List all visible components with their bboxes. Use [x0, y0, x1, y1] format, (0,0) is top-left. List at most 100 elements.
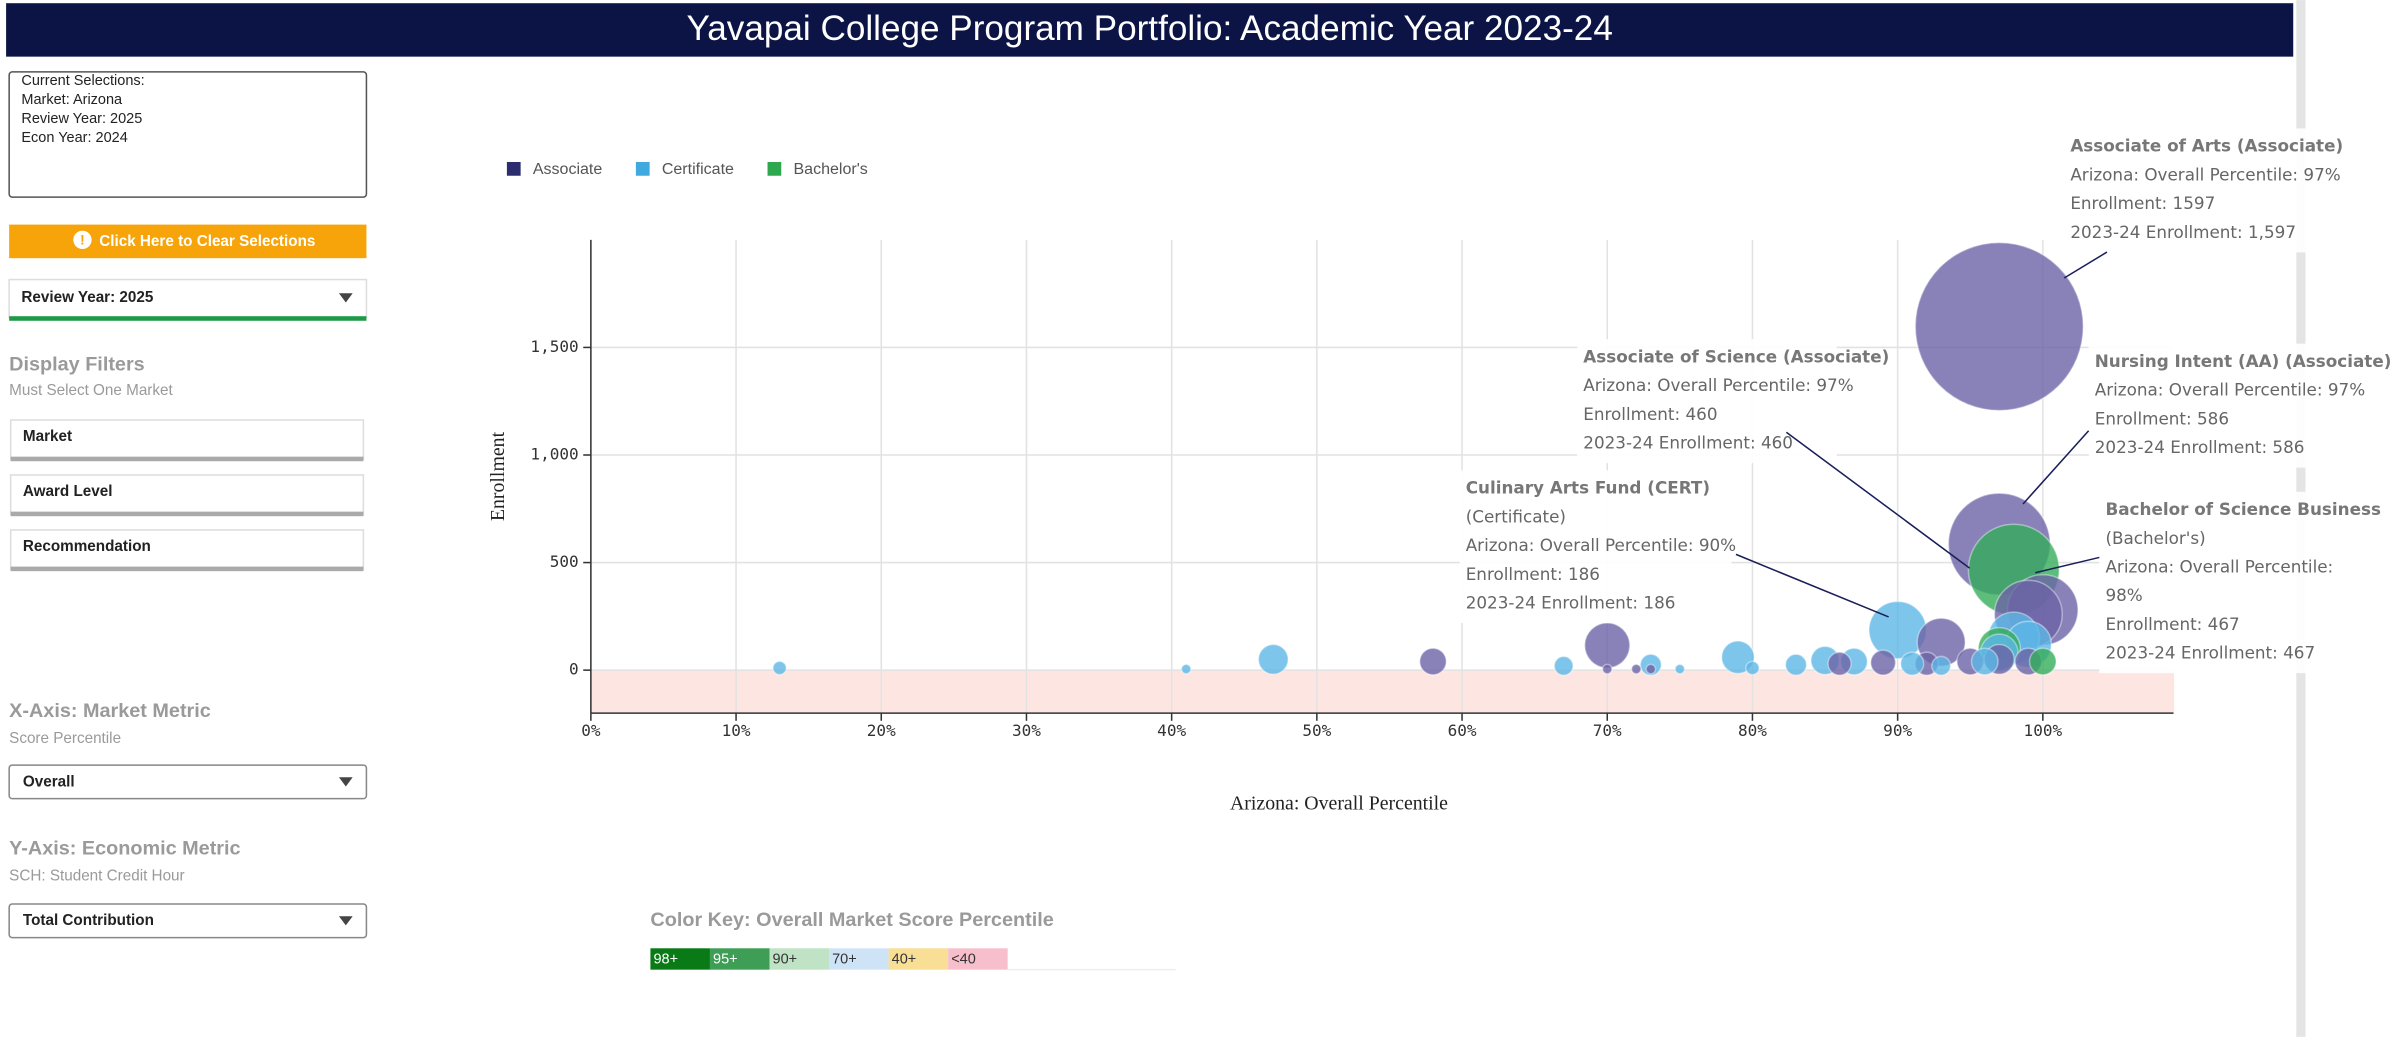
callout-line: Enrollment: 586 [2095, 408, 2229, 428]
filter-label[interactable]: Award Level [23, 483, 113, 500]
color-key-title: Color Key: Overall Market Score Percenti… [650, 909, 1053, 931]
bubble [1418, 647, 1448, 676]
dropdown-underline [9, 316, 367, 321]
bubble [1553, 655, 1574, 676]
callout-line: Arizona: Overall Percentile: 90% [1466, 535, 1736, 555]
callout-line: (Bachelor's) [2105, 528, 2205, 548]
legend-swatch [767, 161, 782, 176]
callout-line: Arizona: Overall Percentile: 97% [1583, 375, 1853, 395]
callout-line: 98% [2105, 585, 2142, 605]
filter-bar [10, 456, 364, 462]
key-label: <40 [951, 952, 976, 968]
callout-line: Associate of Science (Associate) [1583, 346, 1889, 366]
callout-line: Enrollment: 1597 [2070, 193, 2215, 213]
callout-line: 2023-24 Enrollment: 1,597 [2070, 222, 2296, 242]
callout-line: Associate of Arts (Associate) [2070, 136, 2343, 156]
key-label: 70+ [832, 952, 857, 968]
x-axis-title: Arizona: Overall Percentile [1230, 792, 1448, 814]
bubble [772, 660, 788, 676]
callout-line: Arizona: Overall Percentile: 97% [2070, 164, 2340, 184]
y-tick-label: 0 [569, 660, 579, 679]
dropdown-arrow [338, 777, 353, 787]
x-tick-label: 10% [722, 721, 751, 740]
key-label: 40+ [892, 952, 917, 968]
alert-mark: ! [80, 232, 85, 247]
y-tick-label: 1,500 [530, 337, 578, 356]
filter-bar [10, 566, 364, 572]
filter-label[interactable]: Market [23, 428, 72, 445]
section-title: X-Axis: Market Metric [9, 700, 211, 722]
key-label: 90+ [773, 952, 798, 968]
key-chip [829, 948, 889, 970]
callout-line: 2023-24 Enrollment: 186 [1466, 593, 1676, 613]
y-tick-label: 500 [550, 552, 579, 571]
selection-box [8, 71, 368, 198]
selection-line: Current Selections: [21, 73, 144, 89]
clear-button-label[interactable]: Click Here to Clear Selections [99, 233, 315, 250]
legend-swatch [635, 161, 650, 176]
callout-line: Nursing Intent (AA) (Associate) [2095, 351, 2392, 371]
x-metric-dropdown[interactable] [8, 764, 368, 800]
legend-label: Bachelor's [793, 160, 867, 178]
bubble [1601, 663, 1613, 675]
callout-line: Arizona: Overall Percentile: 97% [2095, 380, 2365, 400]
y-tick-label: 1,000 [530, 444, 578, 463]
filter-bar [10, 511, 364, 517]
callout-connector [2035, 556, 2100, 574]
x-tick-label: 30% [1012, 721, 1041, 740]
dropdown-arrow [338, 916, 353, 926]
bubble [1180, 663, 1192, 675]
callout-box [2064, 128, 2370, 253]
x-metric-dropdown-label[interactable]: Overall [23, 774, 75, 791]
y-metric-dropdown[interactable] [8, 903, 368, 939]
bubble [1745, 660, 1760, 676]
section-subtitle: Must Select One Market [9, 382, 173, 399]
x-tick-label: 20% [867, 721, 896, 740]
x-tick-label: 60% [1448, 721, 1477, 740]
page-title: Yavapai College Program Portfolio: Acade… [686, 9, 1612, 48]
selection-line: Review Year: 2025 [21, 111, 142, 127]
bubble [1784, 653, 1808, 677]
callout-box [2088, 343, 2364, 468]
key-chip [650, 948, 710, 970]
bubble [1630, 663, 1642, 675]
callout-line: Bachelor of Science Business [2105, 499, 2381, 519]
y-axis-title: Enrollment [487, 431, 509, 521]
bubble [1931, 655, 1952, 676]
x-tick-label: 100% [2024, 721, 2063, 740]
x-tick-label: 70% [1593, 721, 1622, 740]
section-subtitle: SCH: Student Credit Hour [9, 868, 184, 885]
bubble [1257, 643, 1289, 676]
bubble [1868, 600, 1928, 660]
filter-label[interactable]: Recommendation [23, 538, 151, 555]
x-tick-label: 40% [1157, 721, 1186, 740]
key-label: 98+ [653, 952, 678, 968]
callout-connector [2022, 430, 2090, 505]
color-key: 98+ 95+ 90+ 70+ 40+ <40 [650, 948, 1008, 970]
legend-swatch [506, 161, 521, 176]
callout-line: Enrollment: 467 [2105, 614, 2239, 634]
x-tick-label: 50% [1302, 721, 1331, 740]
clear-button[interactable] [9, 224, 367, 259]
bubble [1827, 651, 1852, 676]
bubble [1899, 651, 1925, 676]
legend-label: Certificate [662, 160, 734, 178]
filter-button[interactable] [9, 474, 365, 516]
bubble [1645, 663, 1657, 675]
key-chip [769, 948, 830, 970]
below-zero-band [590, 670, 2175, 714]
callout-line: (Certificate) [1466, 506, 1566, 526]
x-tick-label: 90% [1883, 721, 1912, 740]
bubble [1674, 663, 1686, 675]
callout-line: 2023-24 Enrollment: 586 [2095, 437, 2305, 457]
chart: 0% 10% 20% 30% 40% 50% 60% 70% 80% 90% 100% 0 500 1,0… [506, 128, 2392, 740]
key-chip [888, 948, 949, 970]
review-dropdown-label[interactable]: Review Year: 2025 [21, 289, 154, 306]
header-bar [6, 3, 2294, 57]
y-metric-dropdown-label[interactable]: Total Contribution [23, 912, 154, 929]
filter-list: Market Award Level Recommendation [9, 419, 365, 572]
callout-line: 2023-24 Enrollment: 467 [2105, 643, 2315, 663]
x-tick-label: 80% [1738, 721, 1767, 740]
bubble [1970, 647, 1999, 676]
